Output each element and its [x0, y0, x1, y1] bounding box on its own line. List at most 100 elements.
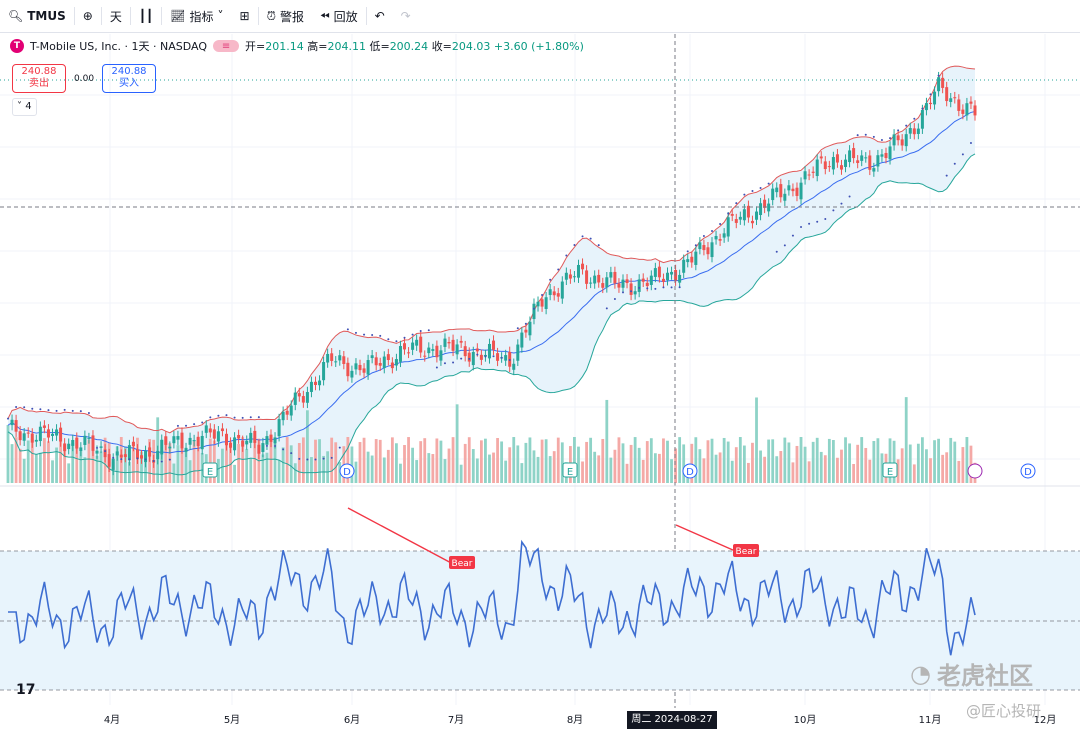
layouts-button[interactable]: ⊞ [232, 0, 258, 32]
alert-button[interactable]: ⏰︎ 警报 [259, 0, 312, 32]
volume-bar [738, 437, 742, 483]
psar-dot [55, 409, 58, 412]
candle-body [71, 439, 75, 446]
candle-body [601, 283, 605, 288]
volume-bar [208, 438, 212, 483]
volume-bar [237, 444, 241, 483]
candle-body [326, 353, 330, 363]
interval-button[interactable]: 天 [102, 0, 130, 32]
volume-bar [6, 425, 10, 483]
psar-dot [193, 423, 196, 426]
candle-body [961, 109, 965, 114]
volume-bar [411, 447, 415, 483]
volume-bar [455, 404, 459, 483]
compare-button[interactable]: ⊕ [75, 0, 101, 32]
volume-bar [747, 462, 750, 483]
candle-body [289, 405, 293, 416]
volume-bar [63, 445, 67, 483]
candle-body [273, 437, 277, 444]
psar-dot [508, 358, 511, 361]
volume-bar [47, 441, 50, 483]
psar-dot [96, 446, 99, 449]
legend-toggle[interactable]: ≡ [213, 40, 240, 52]
psar-dot [735, 202, 738, 205]
volume-bar [609, 457, 613, 483]
volume-bar [726, 441, 730, 483]
psar-dot [775, 250, 778, 253]
candle-body [459, 340, 463, 343]
buy-button[interactable]: 240.88 买入 [102, 64, 157, 93]
volume-bar [439, 440, 443, 483]
candle-body [690, 256, 694, 263]
volume-bar [949, 437, 953, 483]
symbol-search[interactable]: 🔍︎ TMUS [0, 0, 74, 32]
candle-body [908, 128, 912, 134]
candle-body [791, 188, 795, 192]
candle-body [394, 359, 398, 366]
volume-bar [694, 437, 698, 483]
psar-dot [654, 287, 657, 290]
volume-bar [848, 443, 851, 483]
psar-dot [209, 416, 212, 419]
candle-body [265, 436, 269, 445]
volume-bar [431, 454, 435, 483]
volume-bar [888, 438, 892, 483]
redo-button[interactable]: ↷ [393, 0, 419, 32]
volume-bar [346, 437, 350, 483]
volume-bar [933, 440, 936, 483]
indicators-collapse-toggle[interactable]: ˅ 4 [12, 98, 37, 116]
candle-body [249, 432, 253, 443]
sell-button[interactable]: 240.88 卖出 [12, 64, 66, 93]
volume-bar [799, 437, 803, 483]
volume-bar [427, 453, 431, 483]
volume-bar [492, 452, 495, 483]
volume-bar [172, 463, 176, 483]
volume-bar [674, 448, 677, 483]
undo-button[interactable]: ↶ [367, 0, 393, 32]
replay-button[interactable]: ⏪︎ 回放 [312, 0, 366, 32]
candle-body [301, 396, 305, 403]
candle-body [904, 134, 908, 147]
chart-type-button[interactable]: ┃┃ [131, 0, 161, 32]
psar-dot [379, 334, 382, 337]
psar-dot [225, 414, 228, 417]
volume-bar [621, 443, 625, 483]
psar-dot [484, 355, 487, 358]
psar-dot [265, 444, 268, 447]
candle-body [427, 347, 431, 354]
psar-dot [427, 329, 430, 332]
bear-label: Bear [452, 559, 473, 569]
psar-dot [476, 353, 479, 356]
indicators-button[interactable]: 📈︎ 指标 ˅ [162, 0, 231, 32]
candle-body [666, 272, 670, 281]
candle-body [957, 99, 961, 111]
volume-bar [419, 441, 423, 483]
psar-dot [7, 417, 9, 420]
volume-bar [751, 442, 754, 483]
volume-bar [265, 452, 269, 483]
candle-body [872, 168, 876, 172]
volume-bar [132, 442, 135, 483]
candle-body [767, 203, 771, 212]
candle-body [455, 344, 459, 355]
tradingview-logo: 17 [16, 682, 36, 698]
volume-bar [868, 459, 872, 483]
candle-body [75, 437, 79, 449]
psar-dot [557, 268, 560, 271]
candle-body [852, 148, 856, 159]
candle-body [127, 445, 131, 461]
psar-dot [905, 124, 908, 127]
volume-bar [241, 437, 245, 483]
volume-bar [560, 442, 564, 483]
psar-dot [824, 218, 827, 221]
volume-bar [297, 442, 301, 483]
candle-body [815, 159, 819, 177]
candle-body [763, 199, 767, 208]
volume-bar [51, 460, 54, 483]
candle-body [945, 87, 949, 102]
legend-title: T-Mobile US, Inc. · 1天 · NASDAQ [30, 40, 208, 53]
volume-bar [908, 444, 912, 483]
candle-body [293, 392, 297, 405]
volume-bar [289, 445, 293, 483]
